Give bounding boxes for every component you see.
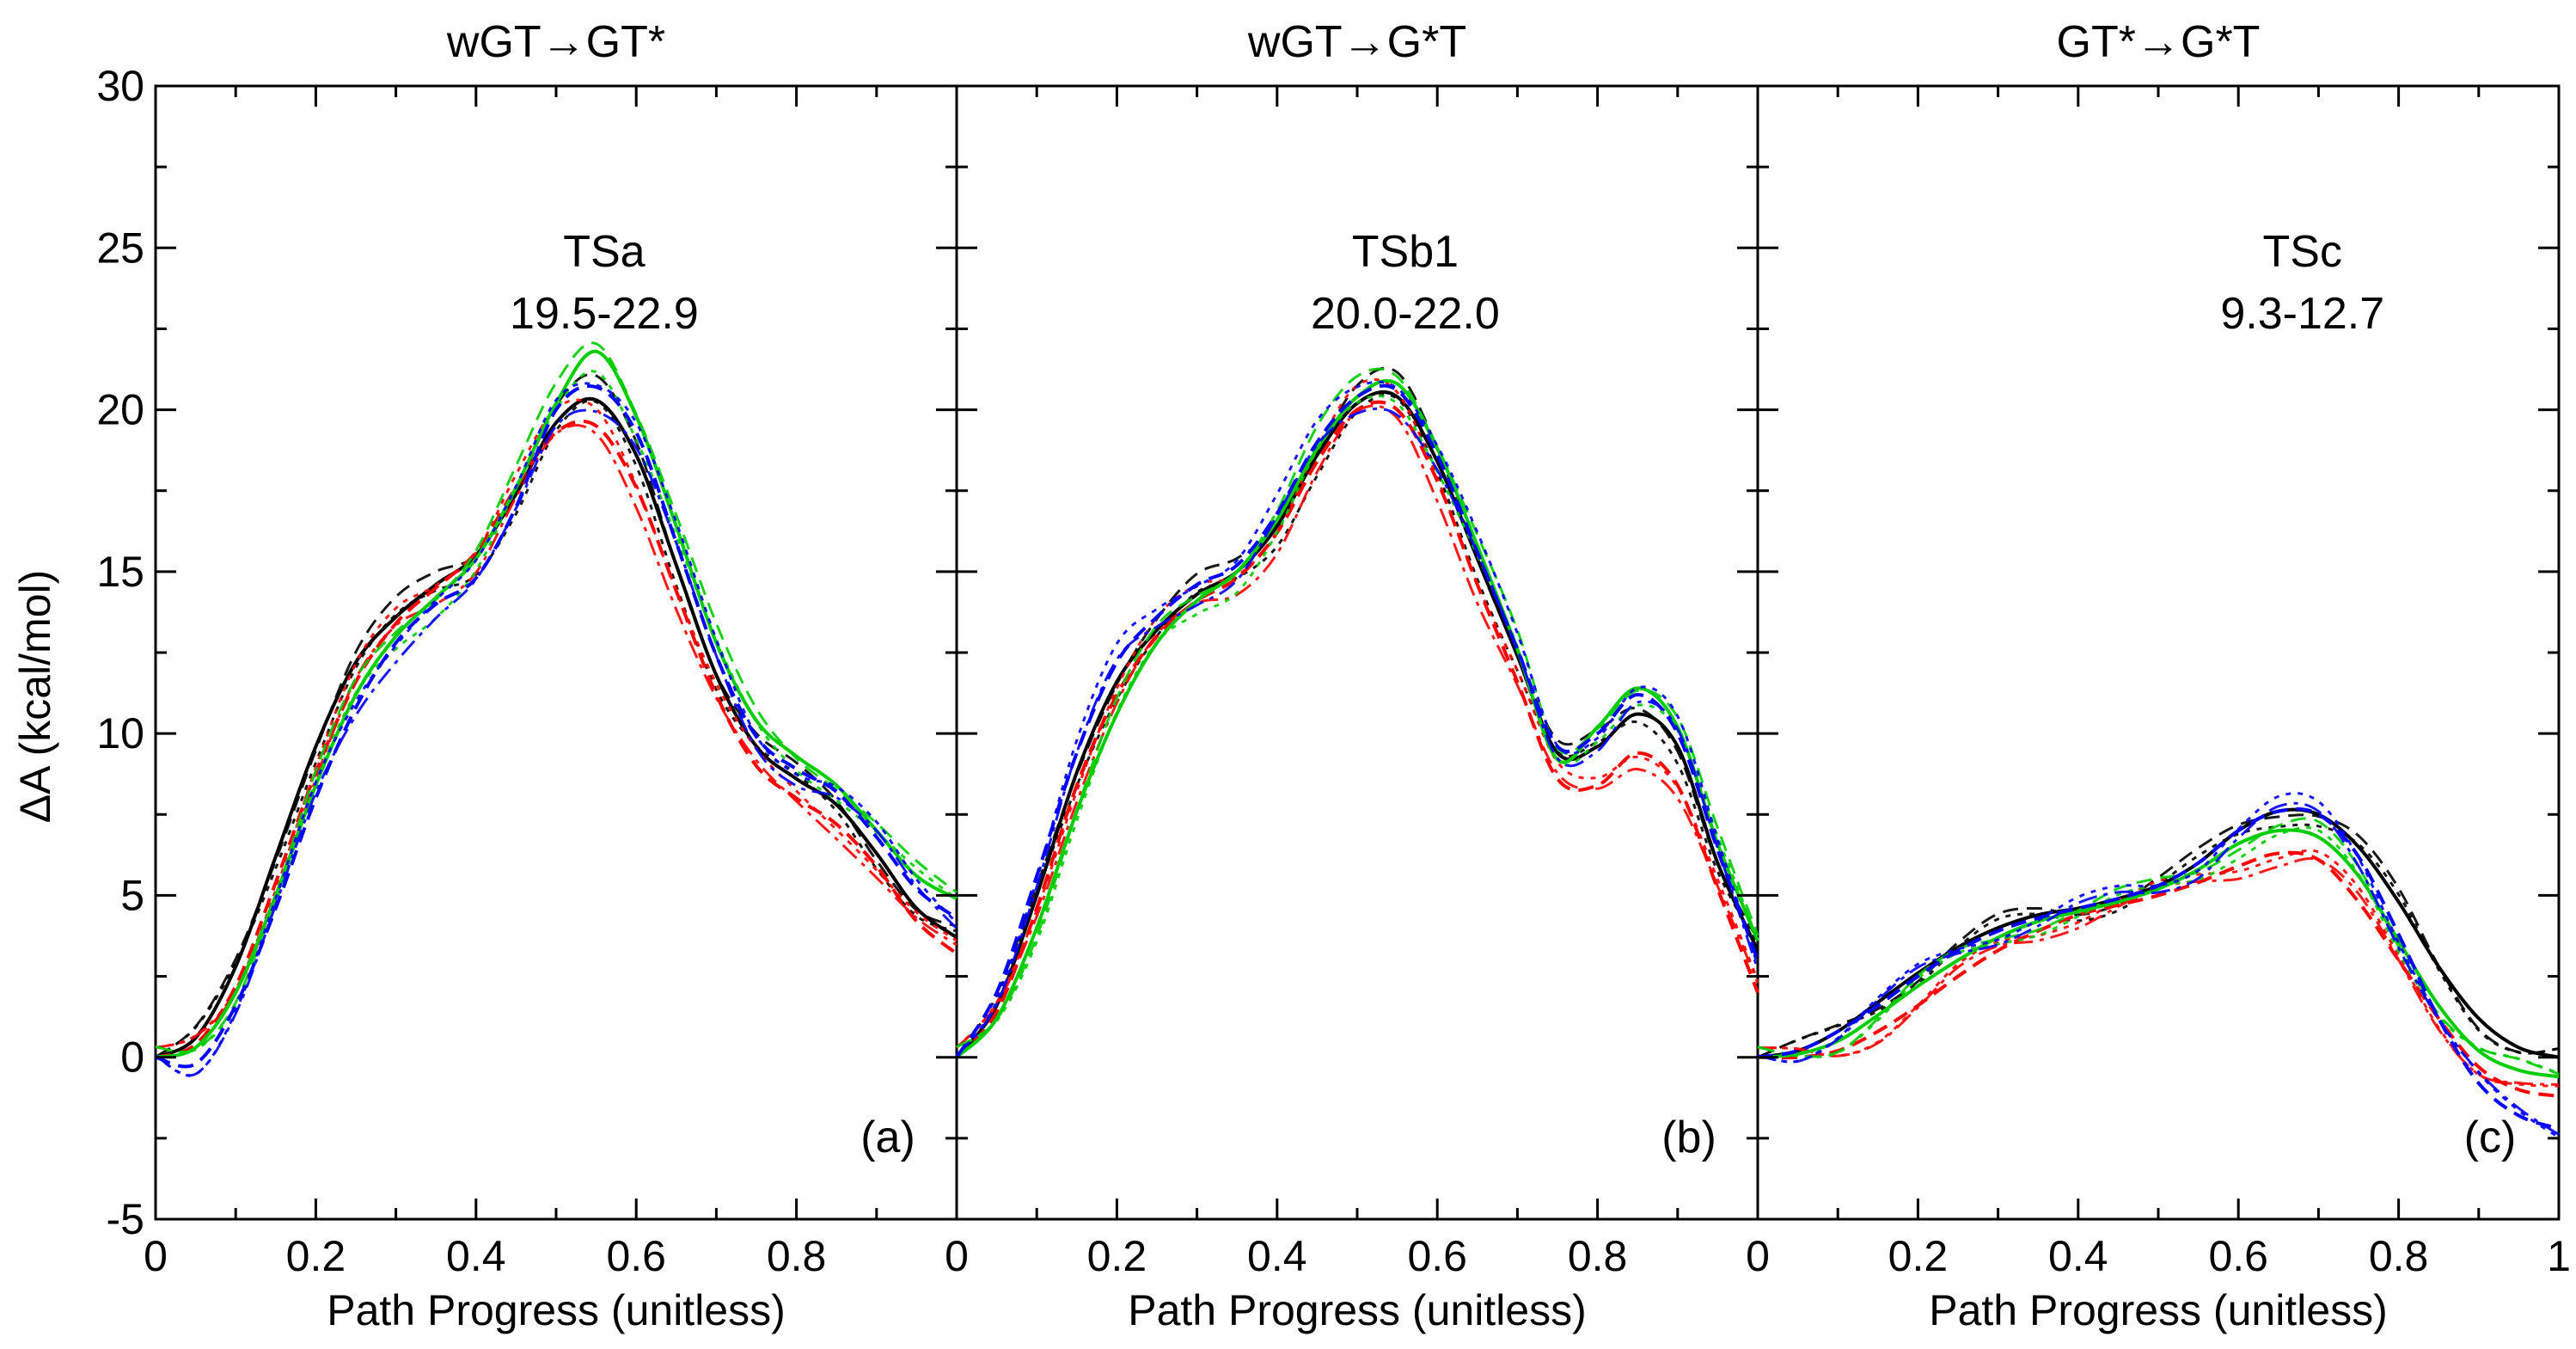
y-tick-label: 10 bbox=[96, 709, 144, 757]
panel-b-series-black bbox=[955, 393, 1759, 1058]
x-tick-label: 0.6 bbox=[1407, 1232, 1467, 1280]
panel-a-x-axis-label: Path Progress (unitless) bbox=[327, 1286, 786, 1334]
y-tick-label: 0 bbox=[120, 1033, 144, 1082]
panel-c-series-green bbox=[1757, 817, 2560, 1076]
panel-c-series-blue bbox=[1757, 801, 2560, 1136]
panel-a-series-green bbox=[155, 370, 958, 1054]
panel-c-series-black bbox=[1757, 823, 2560, 1059]
panel-b-ts-range: 20.0-22.0 bbox=[1311, 289, 1500, 339]
y-tick-label: 5 bbox=[120, 871, 144, 919]
panel-b-series-red bbox=[955, 377, 1759, 1049]
panel-a-label: (a) bbox=[860, 1113, 915, 1162]
x-tick-label: 0.4 bbox=[2048, 1232, 2108, 1280]
x-tick-label: 0.6 bbox=[606, 1232, 666, 1280]
x-tick-label: 0.2 bbox=[1087, 1232, 1147, 1280]
panel-c-series-red bbox=[1757, 849, 2560, 1088]
panel-c-label: (c) bbox=[2464, 1113, 2517, 1162]
panel-a-series-red bbox=[155, 398, 958, 1050]
panel-a-series-green bbox=[155, 341, 958, 1054]
panel-a-series-blue bbox=[155, 382, 958, 1077]
axis-ticks bbox=[154, 84, 2561, 1221]
panel-a-series-red bbox=[155, 419, 958, 1059]
panel-b-series-blue bbox=[955, 383, 1759, 1058]
y-axis-label: ΔA (kcal/mol) bbox=[11, 570, 59, 824]
panel-c-series-green bbox=[1757, 826, 2560, 1075]
panel-c-series-green bbox=[1757, 828, 2560, 1079]
panel-c-frame bbox=[1756, 84, 2561, 1221]
panel-c-ts-name: TSc bbox=[2263, 227, 2342, 277]
panel-a-frame bbox=[154, 84, 958, 1221]
panel-a-series-blue bbox=[155, 408, 958, 1077]
y-tick-label: 20 bbox=[96, 386, 144, 434]
x-tick-label: 0.8 bbox=[2369, 1232, 2429, 1280]
panel-b-series-black bbox=[955, 389, 1759, 1058]
panel-c-ts-range: 9.3-12.7 bbox=[2220, 289, 2384, 339]
x-tick-label: 0.8 bbox=[767, 1232, 827, 1280]
x-tick-label: 0.2 bbox=[1888, 1232, 1949, 1280]
panel-b-series-green bbox=[956, 394, 1759, 1049]
panel-b-series-green bbox=[955, 378, 1759, 1059]
y-tick-label: 15 bbox=[96, 548, 144, 596]
x-tick-label: 0.6 bbox=[2208, 1232, 2268, 1280]
panel-a-series-red bbox=[155, 424, 958, 1050]
x-tick-label: 0.8 bbox=[1568, 1232, 1628, 1280]
panel-b-x-axis-label: Path Progress (unitless) bbox=[1128, 1286, 1587, 1334]
panel-b-series-red bbox=[955, 400, 1759, 1059]
data-curves bbox=[155, 341, 2560, 1139]
panel-b-title: wGT→G*T bbox=[1247, 17, 1466, 67]
panel-a-title: wGT→GT* bbox=[446, 17, 665, 67]
x-tick-label: 0.2 bbox=[286, 1232, 346, 1280]
panel-a-series-black bbox=[155, 399, 958, 1058]
panel-b-series-green bbox=[956, 367, 1759, 1049]
y-tick-label: 25 bbox=[96, 224, 144, 272]
panel-b-label: (b) bbox=[1661, 1113, 1716, 1162]
x-tick-label: 0 bbox=[945, 1232, 969, 1280]
panel-a-ts-name: TSa bbox=[563, 227, 645, 277]
x-tick-label: 0 bbox=[1746, 1232, 1770, 1280]
panel-c-x-axis-label: Path Progress (unitless) bbox=[1929, 1286, 2388, 1334]
panel-a-series-black bbox=[155, 373, 958, 1058]
x-tick-label: 0.4 bbox=[446, 1232, 506, 1280]
panel-b-series-blue bbox=[955, 380, 1759, 1057]
y-tick-label: -5 bbox=[107, 1195, 144, 1243]
panel-c-title: GT*→G*T bbox=[2057, 17, 2261, 67]
panel-b-series-blue bbox=[955, 407, 1759, 1057]
x-tick-label: 0.4 bbox=[1247, 1232, 1307, 1280]
x-tick-label: 1 bbox=[2547, 1232, 2571, 1280]
panel-c-series-red bbox=[1757, 850, 2560, 1098]
panel-b-series-red bbox=[955, 404, 1759, 1049]
panel-a-series-black bbox=[155, 396, 958, 1059]
panel-a-series-blue bbox=[155, 384, 958, 1069]
y-tick-label: 30 bbox=[96, 62, 144, 110]
panel-b-ts-name: TSb1 bbox=[1352, 227, 1459, 277]
panel-c-series-blue bbox=[1757, 806, 2560, 1131]
panel-a-series-green bbox=[155, 349, 958, 1059]
panel-a-ts-range: 19.5-22.9 bbox=[510, 289, 699, 339]
x-tick-label: 0 bbox=[144, 1232, 168, 1280]
